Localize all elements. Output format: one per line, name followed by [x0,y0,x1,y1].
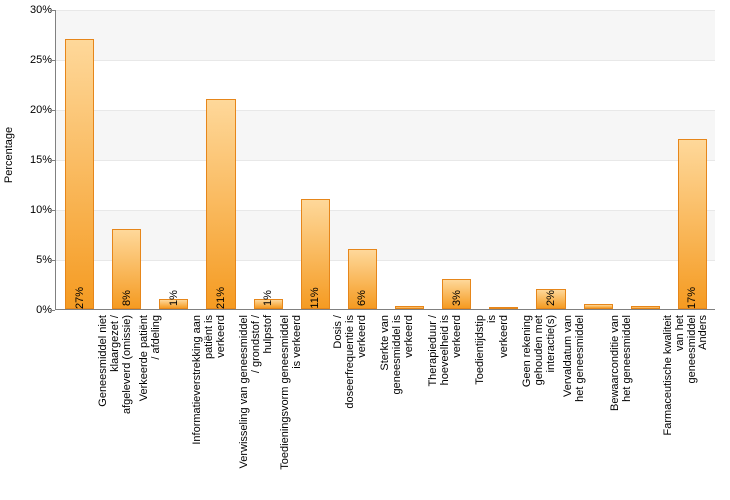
y-tick-label: 30% [22,4,52,16]
x-tick-label: Farmaceutische kwaliteitvan hetgeneesmid… [662,315,698,490]
x-tick-label: Bewaarconditie vanhet geneesmiddel [609,315,633,490]
x-tick-label: Toedientijdstipisverkeerd [474,315,510,490]
x-tick-label: Toedieningsvorm geneesmiddelis verkeerd [279,315,303,490]
bar-value-label: 17% [686,287,698,311]
x-tick-label: Informatieverstrekking aanpatiënt isverk… [191,315,227,490]
bar: 6% [348,249,377,309]
bar-value-label: 21% [215,287,227,311]
bar-value-label: 6% [356,290,368,308]
x-tick-label: Verwisseling van geneesmiddel/ grondstof… [238,315,274,490]
y-tick-mark [50,310,55,311]
y-tick-label: 15% [22,154,52,166]
x-tick-label: Therapieduur /hoeveelheid isverkeerd [427,315,463,490]
bar [395,306,424,309]
bars-container: 27% 8% 1% 21% 1% 11% 6% 3% 2% 17% [56,10,715,309]
y-axis-title: Percentage [0,0,18,310]
bar: 1% [254,299,283,309]
y-tick-label: 25% [22,54,52,66]
y-tick-label: 10% [22,204,52,216]
bar: 27% [65,39,94,309]
x-tick-label: Vervaldatum vanhet geneesmiddel [562,315,586,490]
bar: 8% [112,229,141,309]
x-tick-label: Verkeerde patiënt/ afdeling [138,315,162,490]
bar [631,306,660,309]
bar-value-label: 11% [309,287,321,310]
plot-area: 27% 8% 1% 21% 1% 11% 6% 3% 2% 17% [55,10,715,310]
bar: 2% [536,289,565,309]
bar-value-label: 2% [545,290,557,308]
bar: 1% [159,299,188,309]
bar: 21% [206,99,235,309]
x-tick-label: Dosis /doseerfrequentie isverkeerd [332,315,368,490]
bar [489,307,518,309]
bar-value-label: 1% [168,290,180,308]
x-tick-label: Sterkte vangeneesmiddel isverkeerd [379,315,415,490]
bar: 3% [442,279,471,309]
x-tick-label: Geneesmiddel nietklaargezet /afgeleverd … [97,315,133,490]
bar [584,304,613,309]
bar-value-label: 1% [262,290,274,308]
bar: 17% [678,139,707,309]
y-tick-label: 5% [22,254,52,266]
bar-value-label: 3% [451,290,463,308]
bar-chart: Percentage 0% 5% 10% 15% 20% 25% 30% 27% 8% 1% 21… [0,0,730,500]
x-tick-label: Geen rekeninggehouden metinteractie(s) [521,315,557,490]
y-tick-label: 0% [22,304,52,316]
x-axis-labels: Geneesmiddel nietklaargezet /afgeleverd … [55,315,715,490]
bar-value-label: 27% [74,287,86,311]
bar-value-label: 8% [121,290,133,308]
x-tick-label: Anders [697,315,709,490]
y-tick-label: 20% [22,104,52,116]
bar: 11% [301,199,330,309]
